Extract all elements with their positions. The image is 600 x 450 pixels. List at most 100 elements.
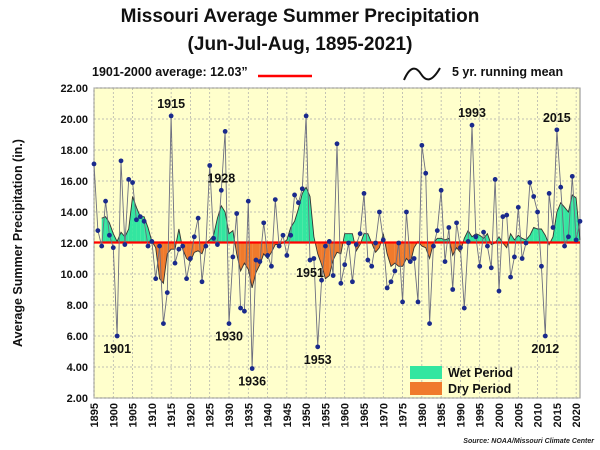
data-point: [161, 321, 166, 326]
average-note: 1901-2000 average: 12.03”: [92, 65, 248, 79]
data-point: [307, 257, 313, 263]
data-point: [373, 240, 378, 246]
data-point: [442, 259, 448, 264]
data-point: [496, 288, 502, 294]
data-point: [404, 209, 409, 215]
data-point: [481, 229, 486, 235]
data-point: [292, 192, 297, 198]
x-tick-label: 1895: [89, 403, 101, 427]
data-point: [380, 237, 386, 243]
data-point: [423, 170, 429, 176]
data-point: [488, 265, 494, 271]
data-point: [330, 273, 336, 278]
data-point: [280, 232, 286, 238]
data-point: [485, 243, 490, 249]
data-point: [458, 245, 463, 251]
data-point: [539, 263, 544, 269]
data-point: [257, 259, 263, 264]
y-tick-label: 12.00: [60, 238, 88, 250]
data-point: [415, 299, 421, 305]
data-point: [434, 228, 440, 234]
x-tick-label: 1970: [378, 403, 390, 427]
data-point: [342, 262, 348, 268]
data-point: [141, 218, 147, 224]
data-point: [512, 254, 517, 260]
data-point: [535, 209, 540, 215]
data-point: [168, 113, 174, 119]
data-point: [531, 194, 537, 199]
wet-period-area: [348, 233, 353, 243]
x-tick-label: 1930: [224, 403, 236, 427]
x-tick-label: 1900: [108, 403, 120, 427]
x-tick-label: 1965: [359, 403, 371, 427]
data-point: [188, 256, 193, 261]
data-point: [211, 235, 216, 241]
data-point: [504, 212, 510, 218]
legend-swatch-wet: [410, 366, 442, 379]
data-point: [519, 256, 525, 261]
x-tick-label: 1985: [436, 403, 448, 427]
data-point: [573, 237, 579, 243]
data-point: [315, 344, 321, 350]
dry-period-area: [240, 242, 245, 271]
x-tick-label: 1920: [185, 403, 197, 427]
chart-subtitle: (Jun-Jul-Aug, 1895-2021): [187, 34, 413, 55]
data-point: [438, 187, 444, 193]
data-point: [134, 217, 139, 223]
x-tick-label: 2015: [552, 403, 564, 427]
data-point: [269, 263, 274, 269]
wet-period-area: [124, 229, 129, 243]
x-tick-label: 2020: [571, 403, 583, 427]
data-point: [577, 218, 583, 224]
dry-period-area: [325, 242, 330, 279]
legend-swatch-dry: [410, 382, 442, 395]
y-tick-label: 14.00: [60, 207, 88, 219]
x-tick-label: 1910: [147, 403, 159, 427]
data-point: [265, 253, 270, 258]
data-point: [319, 277, 324, 283]
data-point: [137, 214, 143, 220]
data-point: [222, 129, 228, 134]
x-tick-label: 2010: [533, 403, 545, 427]
year-annotation: 1928: [207, 171, 235, 185]
data-point: [384, 285, 390, 291]
x-tick-label: 1960: [340, 403, 352, 427]
data-point: [427, 321, 432, 326]
data-point: [230, 254, 236, 260]
data-point: [172, 260, 178, 266]
dry-period-area: [317, 242, 322, 265]
year-annotation: 1901: [103, 342, 131, 356]
data-point: [338, 280, 344, 286]
data-point: [226, 321, 232, 326]
x-tick-label: 1950: [301, 403, 313, 427]
data-point: [122, 242, 128, 247]
data-point: [272, 197, 278, 203]
data-point: [388, 279, 394, 285]
data-point: [357, 231, 363, 237]
data-point: [377, 209, 382, 215]
year-annotation: 1951: [296, 266, 324, 280]
year-annotation: 2015: [543, 111, 571, 125]
data-point: [400, 299, 405, 305]
data-point: [446, 225, 452, 230]
x-tick-label: 2005: [513, 403, 525, 427]
y-axis-label: Average Summer Precipitation (in.): [11, 139, 25, 347]
x-tick-label: 1955: [320, 403, 332, 427]
data-point: [527, 180, 533, 185]
legend-label-wet: Wet Period: [448, 366, 513, 380]
data-point: [558, 184, 564, 190]
data-point: [153, 276, 159, 282]
data-point: [176, 246, 182, 252]
data-point: [566, 234, 571, 240]
y-tick-label: 4.00: [67, 362, 88, 374]
data-point: [515, 204, 521, 210]
x-tick-label: 1995: [475, 403, 487, 427]
wet-period-area: [302, 187, 307, 243]
year-annotation: 1936: [238, 375, 266, 389]
x-tick-label: 1905: [128, 403, 140, 427]
data-point: [99, 243, 105, 249]
dry-period-area: [252, 242, 256, 288]
year-annotation: 1930: [215, 330, 243, 344]
wet-period-area: [221, 205, 226, 243]
